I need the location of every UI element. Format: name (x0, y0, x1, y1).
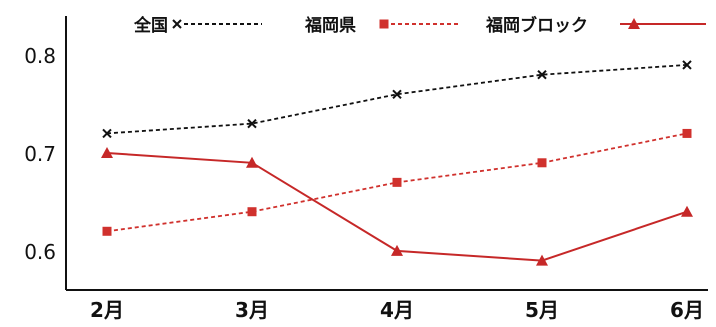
x-tick-label: 6月 (670, 298, 704, 322)
legend-marker (628, 18, 640, 29)
data-point (391, 244, 403, 256)
legend-swatch-2 (620, 18, 706, 29)
plot-area (101, 60, 693, 266)
legend-label: 福岡ブロック (485, 15, 588, 36)
data-point (247, 207, 257, 217)
y-tick-label: 0.6 (24, 240, 56, 264)
data-point (247, 118, 257, 129)
y-tick-label: 0.8 (24, 44, 56, 68)
legend-marker (172, 19, 182, 29)
data-point (101, 147, 113, 158)
data-point (392, 177, 402, 187)
data-point (102, 128, 112, 139)
legend-swatch-1 (379, 19, 458, 29)
data-point (392, 89, 402, 99)
data-point (537, 70, 547, 80)
x-tick-label: 3月 (235, 298, 269, 322)
x-tick-label: 2月 (90, 298, 124, 322)
data-point (102, 226, 112, 236)
data-point (682, 128, 692, 138)
x-tick-label: 5月 (525, 298, 559, 322)
data-point (536, 254, 548, 266)
data-point (246, 156, 258, 168)
legend-swatch-0 (172, 19, 262, 29)
x-tick-label: 4月 (380, 298, 414, 322)
y-tick-label: 0.7 (24, 142, 56, 166)
legend-label: 福岡県 (304, 15, 356, 36)
series-line (106, 152, 688, 262)
legend-marker (379, 19, 389, 29)
data-point (681, 205, 693, 217)
series-line (106, 64, 688, 135)
legend-label: 全国 (133, 15, 168, 36)
legend: 全国 福岡県 福岡ブロック (133, 15, 706, 36)
data-point (682, 60, 692, 70)
data-point (537, 158, 547, 168)
